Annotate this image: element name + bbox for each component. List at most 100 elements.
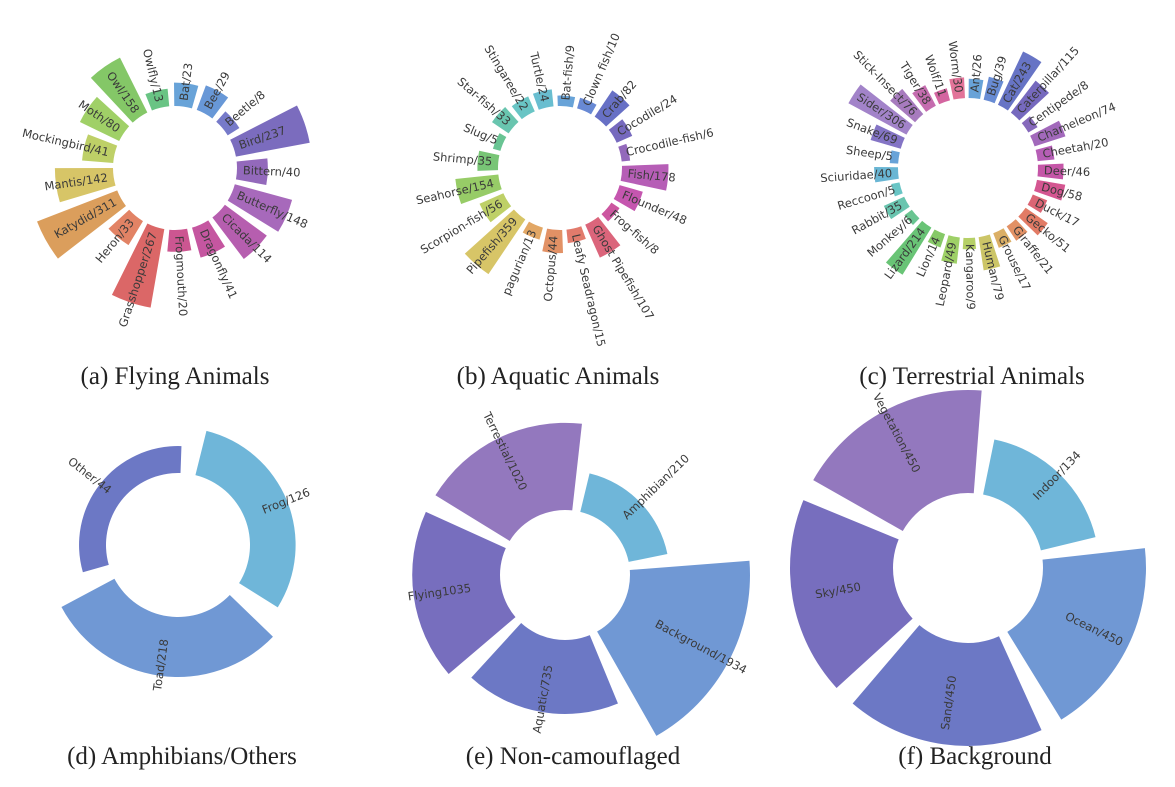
bar-toad xyxy=(61,578,273,677)
bar-kangaroo xyxy=(962,237,977,250)
bar-frog xyxy=(195,430,296,608)
bar-dog xyxy=(1034,179,1066,201)
bar-flying xyxy=(412,511,516,675)
bar-beetle xyxy=(216,111,240,136)
caption-b: (b) Aquatic Animals xyxy=(457,363,660,390)
bar-rabbit xyxy=(883,196,910,220)
bar-background xyxy=(597,560,751,736)
caption-c: (c) Terrestrial Animals xyxy=(859,363,1085,390)
bar-ocean xyxy=(1007,548,1146,720)
bar-star-fish xyxy=(491,107,519,134)
bar-amphibian xyxy=(580,473,668,562)
chart-non-camouflaged: Amphibian/210Background/1934Aquatic/735F… xyxy=(407,409,751,736)
label-frogmouth: Frogmouth/20 xyxy=(172,236,190,317)
label-beetle: Beetle/8 xyxy=(222,88,268,130)
bar-cat xyxy=(997,51,1042,111)
label-bat: Bat/23 xyxy=(177,62,196,101)
bar-bat xyxy=(174,82,199,109)
label-shrimp: Shrimp/35 xyxy=(432,149,493,168)
label-sheep: Sheep/5 xyxy=(845,143,894,164)
bar-crocodile-fish xyxy=(618,143,631,162)
bar-fish xyxy=(620,164,669,191)
bar-aquatic xyxy=(471,622,618,714)
bar-stick-insect xyxy=(890,88,924,123)
label-ant: Ant/26 xyxy=(967,54,984,93)
bar-flounder xyxy=(613,185,643,212)
bar-leafy-seadragon xyxy=(566,226,586,244)
bar-owlfly xyxy=(145,88,170,111)
bar-grasshopper xyxy=(111,223,165,308)
bar-gecko xyxy=(1018,207,1048,236)
bar-other xyxy=(79,446,182,573)
bar-wolf xyxy=(933,88,950,105)
bar-sheep xyxy=(889,150,900,164)
label-bat-fish: Bat-fish/9 xyxy=(558,45,577,101)
bar-tiger xyxy=(912,85,936,112)
bar-lion xyxy=(927,229,946,248)
bar-cheetah xyxy=(1035,145,1055,162)
caption-a: (a) Flying Animals xyxy=(81,363,270,390)
bar-slug xyxy=(492,133,507,151)
chart-aquatic-animals: Bat-fish/9 Clown fish/10Crab/82Cocodile/2… xyxy=(415,31,715,348)
bar-snake xyxy=(870,124,905,149)
bar-centipede xyxy=(1021,116,1038,133)
bar-caterpillar xyxy=(1010,80,1050,121)
bar-seahorse xyxy=(455,174,502,205)
label-bittern: Bittern/40 xyxy=(243,163,301,179)
chart-terrestrial-animals: Ant/26 Bug/39Cat/243Caterpillar/115Centip… xyxy=(820,40,1118,310)
label-fish: Fish/178 xyxy=(627,166,676,184)
bar-sand xyxy=(852,625,1042,746)
bar-mockingbird xyxy=(82,134,118,164)
bar-bat-fish xyxy=(557,95,576,108)
label-octopus: Octopus/44 xyxy=(541,235,561,302)
bar-dragonfly xyxy=(192,220,226,258)
bar-octopus xyxy=(542,228,563,254)
bar-sciuridae xyxy=(874,166,899,183)
bar-leopard xyxy=(941,235,960,264)
bar-indoor xyxy=(983,439,1096,551)
label-other: Other/44 xyxy=(65,454,114,497)
caption-e: (e) Non-camouflaged xyxy=(466,743,681,770)
bar-pagurian xyxy=(522,221,543,240)
bar-frogmouth xyxy=(167,228,192,252)
bar-ghost-pipefish xyxy=(585,216,621,258)
label-sciuridae: Sciuridae/40 xyxy=(820,166,893,185)
bar-mantis xyxy=(54,168,116,203)
label-amphibian: Amphibian/210 xyxy=(619,451,692,522)
label-worm: Worm/30 xyxy=(945,40,965,93)
bar-owl xyxy=(90,57,148,123)
bar-giraffe xyxy=(1006,219,1028,241)
bar-scorpion-fish xyxy=(479,193,512,223)
bar-human xyxy=(978,234,1001,271)
bar-ant xyxy=(968,78,984,100)
bar-worm xyxy=(949,77,965,100)
bar-deer xyxy=(1037,163,1064,180)
bar-grouse xyxy=(993,228,1012,248)
label-owlfly: Owlfly/13 xyxy=(140,47,166,103)
bar-frog-fish xyxy=(601,202,620,222)
bar-terrestial xyxy=(435,422,582,541)
bar-crab xyxy=(594,90,630,127)
bar-pipefish xyxy=(464,209,526,275)
bar-monkey xyxy=(904,209,920,226)
bar-stingaree xyxy=(511,96,535,120)
bar-turtle xyxy=(532,89,554,110)
bar-vegetation xyxy=(813,389,982,531)
label-mockingbird: Mockingbird/41 xyxy=(21,126,110,159)
bar-sider xyxy=(848,84,913,135)
bar-duck xyxy=(1027,194,1048,213)
bar-butterfly xyxy=(227,184,293,232)
bar-bird xyxy=(230,105,310,157)
label-crocodile-fish: Crocodile-fish/6 xyxy=(625,125,715,159)
bar-shrimp xyxy=(477,150,500,171)
bar-heron xyxy=(108,209,143,246)
chart-background: Indoor/134Ocean/450Sand/450Sky/450Vegeta… xyxy=(789,389,1146,746)
bar-clown-fish xyxy=(577,97,597,115)
bar-moth xyxy=(79,96,130,142)
label-slug: Slug/5 xyxy=(461,120,500,147)
bar-katydid xyxy=(37,190,126,259)
chart-flying-animals: Bat/23 Bee/29Beetle/8Bird/237Bittern/40Bu… xyxy=(21,47,310,328)
bar-bee xyxy=(196,85,229,119)
